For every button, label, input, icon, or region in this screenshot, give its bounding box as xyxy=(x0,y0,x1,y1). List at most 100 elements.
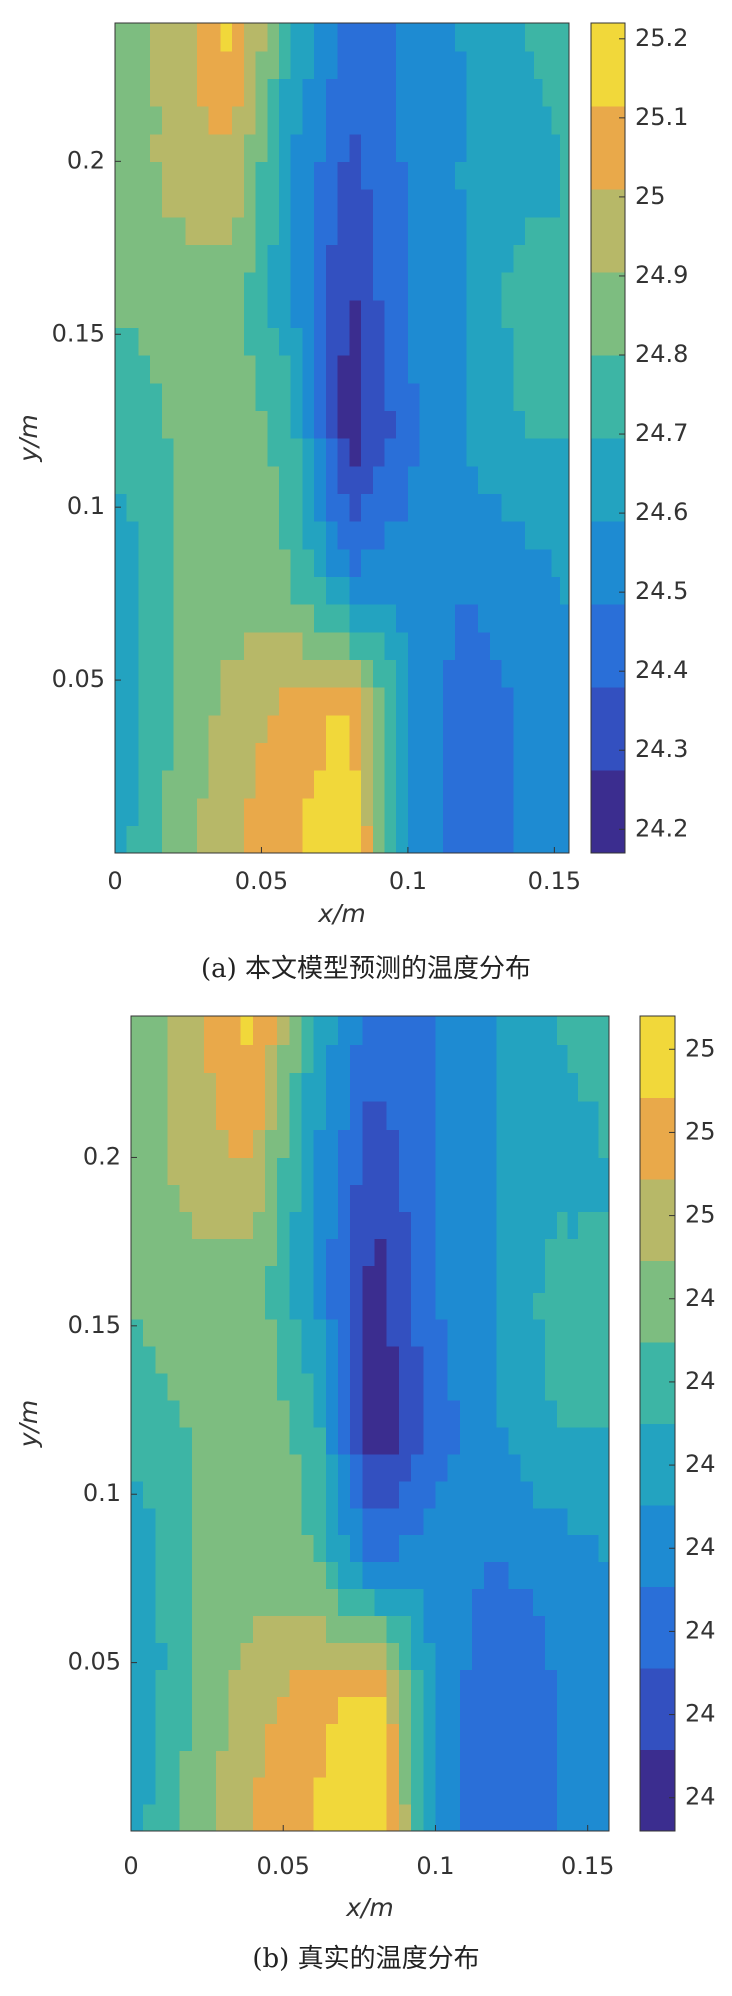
contour-cell xyxy=(208,189,222,218)
contour-cell xyxy=(386,1777,400,1805)
contour-cell xyxy=(115,714,128,743)
contour-cell xyxy=(252,1157,266,1185)
contour-cell xyxy=(349,797,362,826)
contour-cell xyxy=(240,1184,254,1212)
contour-cell xyxy=(478,604,491,633)
contour-cell xyxy=(150,521,163,550)
contour-cell xyxy=(545,1669,558,1697)
contour-cell xyxy=(447,1157,461,1185)
contour-cell xyxy=(374,1044,388,1074)
contour-cell xyxy=(279,604,292,633)
contour-cell xyxy=(232,299,245,328)
contour-cell xyxy=(143,1211,156,1239)
contour-cell xyxy=(150,465,163,494)
contour-cell xyxy=(372,576,386,605)
contour-cell xyxy=(407,742,421,771)
contour-cell xyxy=(204,1561,217,1590)
contour-cell xyxy=(204,1642,217,1670)
contour-cell xyxy=(423,1642,437,1670)
contour-cell xyxy=(167,1426,181,1455)
contour-cell xyxy=(374,1211,388,1239)
contour-cell xyxy=(314,521,327,550)
contour-cell xyxy=(143,1642,156,1670)
contour-cell xyxy=(138,631,151,660)
contour-cell xyxy=(454,770,468,799)
contour-cell xyxy=(557,1642,569,1670)
contour-cell xyxy=(185,244,198,273)
contour-cell xyxy=(197,493,210,522)
contour-cell xyxy=(126,825,140,854)
contour-cell xyxy=(131,1016,144,1045)
contour-cell xyxy=(290,78,304,107)
contour-cell xyxy=(542,23,553,52)
contour-cell xyxy=(255,631,268,660)
contour-cell xyxy=(197,548,210,577)
contour-cell xyxy=(277,1561,290,1590)
contour-cell xyxy=(407,244,421,273)
contour-cell xyxy=(325,78,339,107)
contour-cell xyxy=(240,1100,254,1130)
contour-cell xyxy=(423,1100,437,1130)
contour-cell xyxy=(560,493,570,522)
contour-cell xyxy=(411,1696,424,1724)
contour-cell xyxy=(384,327,397,356)
contour-cell xyxy=(407,687,421,716)
contour-cell xyxy=(150,604,163,633)
colorbar-band xyxy=(640,1179,675,1261)
contour-cell xyxy=(264,1426,278,1455)
contour-cell xyxy=(489,714,503,743)
contour-cell xyxy=(279,50,292,79)
contour-cell xyxy=(290,742,304,771)
contour-cell xyxy=(443,770,456,799)
contour-cell xyxy=(542,465,553,494)
contour-cell xyxy=(325,1100,339,1130)
contour-cell xyxy=(532,1696,546,1724)
contour-cell xyxy=(131,1507,144,1536)
contour-cell xyxy=(350,1211,363,1239)
contour-cell xyxy=(243,604,257,633)
contour-cell xyxy=(208,161,222,190)
contour-cell xyxy=(185,161,198,190)
contour-cell xyxy=(386,1184,400,1212)
contour-cell xyxy=(374,1072,388,1102)
contour-cell xyxy=(155,1319,169,1347)
contour-cell xyxy=(431,355,444,384)
contour-cell xyxy=(338,1723,351,1751)
contour-cell xyxy=(161,78,175,107)
contour-cell xyxy=(411,1157,424,1185)
contour-cell xyxy=(228,1399,242,1428)
contour-cell xyxy=(337,299,350,328)
contour-cell xyxy=(350,1615,363,1644)
contour-cell xyxy=(374,1642,388,1670)
contour-cell xyxy=(115,604,128,633)
contour-cell xyxy=(551,548,561,577)
contour-cell xyxy=(423,1319,437,1347)
contour-cell xyxy=(301,1016,315,1045)
contour-cell xyxy=(337,548,350,577)
contour-cell xyxy=(167,1696,181,1724)
contour-cell xyxy=(350,1561,363,1590)
contour-cell xyxy=(525,410,535,439)
contour-cell xyxy=(240,1588,254,1617)
contour-cell xyxy=(240,1211,254,1239)
contour-cell xyxy=(313,1804,327,1832)
contour-cell xyxy=(496,1804,510,1832)
contour-cell xyxy=(398,1669,412,1697)
contour-cell xyxy=(115,465,128,494)
contour-cell xyxy=(398,1453,412,1482)
contour-cell xyxy=(143,1480,156,1509)
contour-cell xyxy=(126,327,140,356)
contour-cell xyxy=(131,1480,144,1509)
contour-cell xyxy=(301,1750,315,1778)
contour-cell xyxy=(143,1372,156,1401)
contour-cell xyxy=(384,576,397,605)
contour-cell xyxy=(577,1453,589,1482)
contour-cell xyxy=(126,770,140,799)
contour-cell xyxy=(167,1642,181,1670)
contour-cell xyxy=(557,1044,569,1074)
contour-cell xyxy=(208,465,222,494)
contour-cell xyxy=(325,355,339,384)
contour-cell xyxy=(508,1292,522,1320)
contour-cell xyxy=(533,797,544,826)
contour-cell xyxy=(204,1399,217,1428)
